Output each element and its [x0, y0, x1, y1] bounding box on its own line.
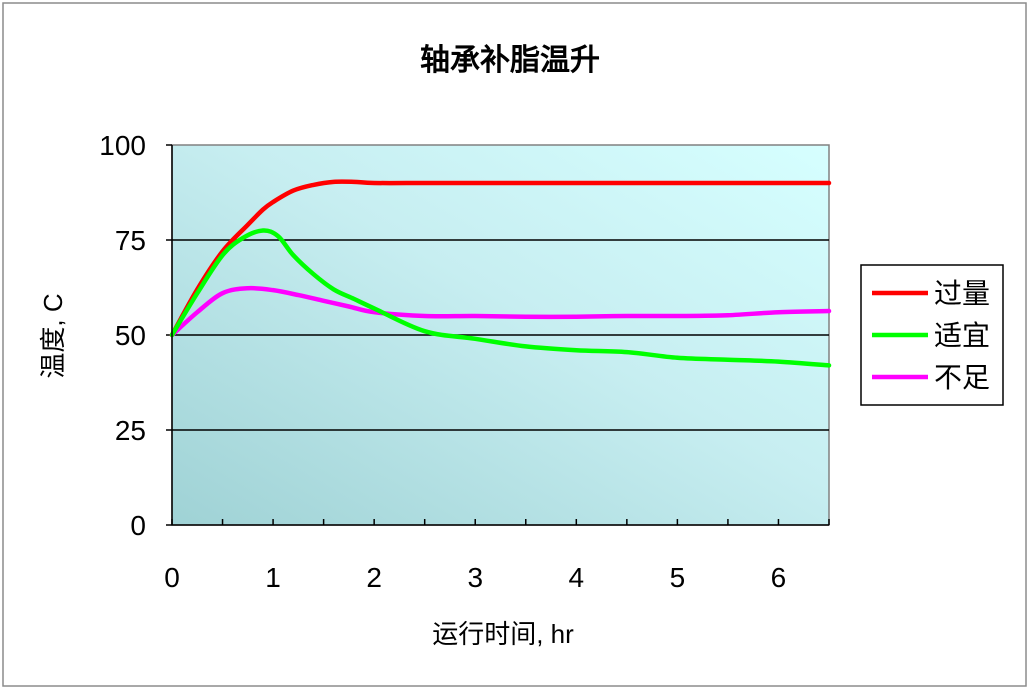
chart-title: 轴承补脂温升	[420, 44, 600, 77]
x-tick-label: 0	[164, 562, 180, 593]
y-axis-label: 温度, C	[38, 293, 68, 378]
legend-label: 过量	[934, 278, 990, 309]
x-tick-label: 4	[569, 562, 585, 593]
y-tick-label: 75	[115, 225, 146, 256]
y-tick-label: 25	[115, 415, 146, 446]
y-axis-ticks: 0 25 50 75 100	[99, 130, 172, 541]
x-tick-label: 1	[265, 562, 281, 593]
legend-label: 不足	[934, 362, 990, 393]
x-tick-label: 6	[771, 562, 787, 593]
x-tick-label: 2	[366, 562, 382, 593]
y-tick-label: 50	[115, 320, 146, 351]
series-lines	[169, 179, 832, 368]
x-axis-label: 运行时间, hr	[432, 619, 574, 649]
y-tick-label: 100	[99, 130, 146, 161]
x-tick-label: 5	[670, 562, 686, 593]
series-line-2	[169, 285, 832, 338]
x-tick-label: 3	[467, 562, 483, 593]
series-line-1	[169, 228, 832, 368]
legend-label: 适宜	[934, 320, 990, 351]
series-line-0	[169, 179, 832, 338]
y-tick-label: 0	[130, 510, 146, 541]
